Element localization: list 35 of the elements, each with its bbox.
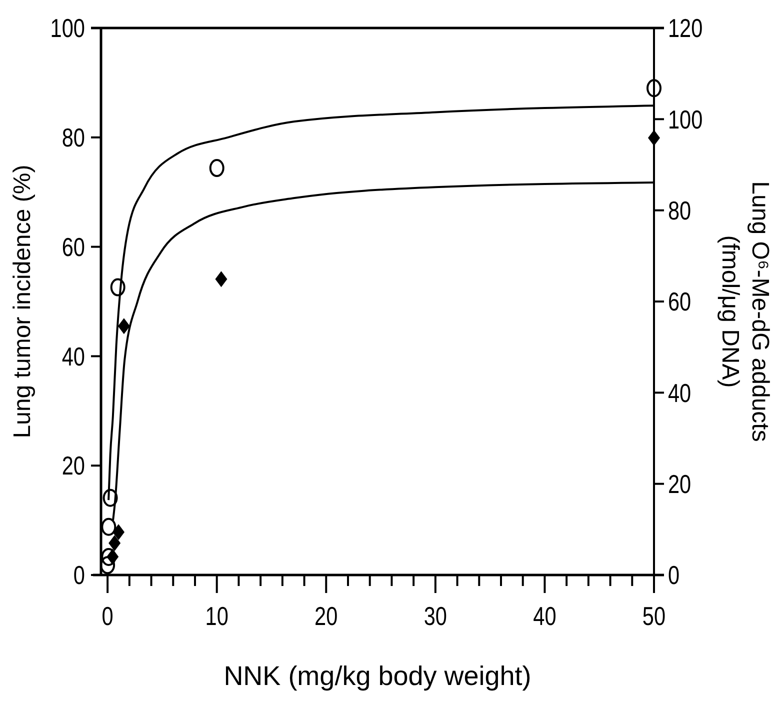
point [101, 548, 116, 566]
y2-axis-title: Lung O⁶-Me-dG adducts (fmol/μg DNA) [716, 181, 774, 442]
x-axis-title: NNK (mg/kg body weight) [224, 661, 532, 691]
point [106, 548, 119, 565]
y2-tick-label: 60 [668, 287, 692, 316]
y-tick-label: 60 [62, 232, 85, 262]
point [100, 556, 116, 574]
point [215, 271, 228, 288]
y-tick-label: 80 [62, 123, 85, 152]
point [108, 535, 121, 552]
x-tick-label: 0 [102, 602, 114, 631]
point [110, 278, 126, 296]
y2-tick-label: 0 [668, 560, 680, 590]
y-tick-label: 100 [50, 14, 85, 43]
x-tick-label: 40 [533, 602, 556, 631]
y2-tick-label: 40 [668, 378, 692, 408]
point [646, 79, 662, 98]
point [101, 518, 116, 536]
x-tick-label: 30 [424, 602, 447, 631]
y2-tick-label: 120 [668, 14, 703, 43]
x-tick-label: 20 [314, 602, 338, 631]
y-tick-label: 40 [62, 342, 85, 371]
y2-tick-label: 20 [668, 470, 692, 498]
point [118, 318, 130, 334]
point [209, 159, 224, 178]
point [112, 524, 124, 540]
point [648, 130, 660, 146]
x-tick-label: 10 [205, 602, 228, 631]
y-axis-title: Lung tumor incidence (%) [9, 164, 36, 438]
y2-tick-label: 80 [668, 196, 692, 225]
x-tick-label: 50 [642, 602, 666, 631]
y-tick-label: 20 [62, 452, 85, 480]
point [102, 488, 118, 507]
y2-tick-label: 100 [668, 105, 703, 134]
y-tick-label: 0 [73, 560, 85, 590]
